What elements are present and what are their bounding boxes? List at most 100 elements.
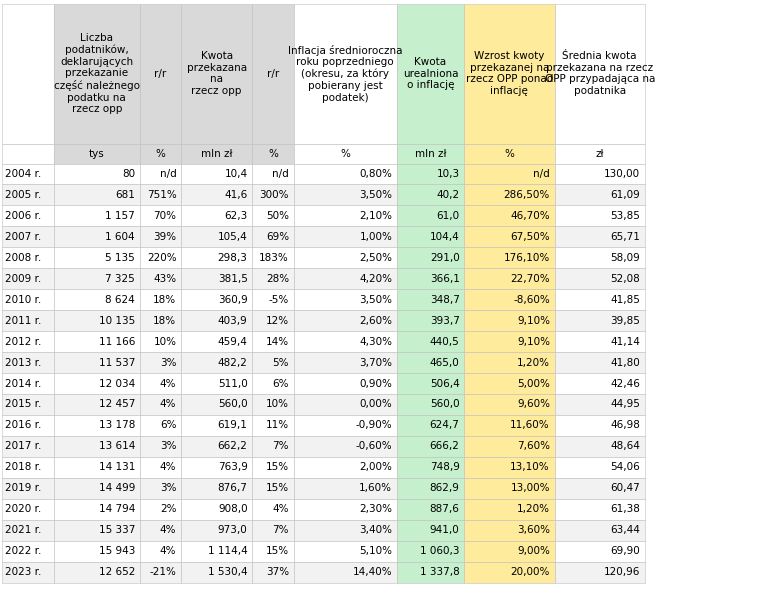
Text: r/r: r/r bbox=[154, 68, 166, 78]
Text: 4%: 4% bbox=[160, 379, 176, 389]
Text: 18%: 18% bbox=[153, 316, 176, 326]
Text: 973,0: 973,0 bbox=[218, 525, 248, 535]
Bar bbox=[54, 519, 139, 541]
Text: 2015 r.: 2015 r. bbox=[5, 399, 42, 409]
Bar bbox=[397, 519, 464, 541]
Text: 666,2: 666,2 bbox=[430, 441, 460, 451]
Bar bbox=[181, 373, 253, 394]
Bar bbox=[139, 310, 181, 331]
Text: 15 337: 15 337 bbox=[99, 525, 135, 535]
Bar bbox=[554, 457, 644, 478]
Bar bbox=[2, 268, 54, 289]
Bar bbox=[293, 184, 397, 206]
Text: %: % bbox=[340, 148, 350, 158]
Text: 2022 r.: 2022 r. bbox=[5, 546, 42, 556]
Bar bbox=[139, 352, 181, 373]
Bar bbox=[464, 352, 554, 373]
Bar bbox=[464, 164, 554, 184]
Text: 1 157: 1 157 bbox=[105, 211, 135, 221]
Bar bbox=[54, 436, 139, 457]
Bar bbox=[54, 457, 139, 478]
Text: 3%: 3% bbox=[160, 358, 176, 368]
Text: 1 604: 1 604 bbox=[105, 232, 135, 242]
Text: 4%: 4% bbox=[160, 462, 176, 472]
Text: mln zł: mln zł bbox=[201, 148, 233, 158]
Text: 1 530,4: 1 530,4 bbox=[208, 567, 248, 577]
Bar bbox=[181, 268, 253, 289]
Bar bbox=[293, 268, 397, 289]
Text: 28%: 28% bbox=[266, 274, 289, 284]
Bar bbox=[293, 541, 397, 561]
Text: 465,0: 465,0 bbox=[430, 358, 460, 368]
Bar bbox=[253, 184, 293, 206]
Text: 3,60%: 3,60% bbox=[517, 525, 550, 535]
Bar bbox=[293, 561, 397, 583]
Bar bbox=[464, 144, 554, 164]
Bar bbox=[253, 436, 293, 457]
Bar bbox=[397, 415, 464, 436]
Text: %: % bbox=[268, 148, 278, 158]
Text: 13 178: 13 178 bbox=[99, 421, 135, 431]
Bar bbox=[253, 310, 293, 331]
Text: 2,30%: 2,30% bbox=[360, 504, 392, 514]
Text: 7 325: 7 325 bbox=[105, 274, 135, 284]
Text: mln zł: mln zł bbox=[415, 148, 447, 158]
Bar bbox=[181, 436, 253, 457]
Text: 14%: 14% bbox=[266, 336, 289, 346]
Bar bbox=[293, 394, 397, 415]
Bar bbox=[139, 436, 181, 457]
Bar bbox=[397, 394, 464, 415]
Text: 3,70%: 3,70% bbox=[360, 358, 392, 368]
Text: 37%: 37% bbox=[266, 567, 289, 577]
Text: 80: 80 bbox=[122, 169, 135, 179]
Text: Liczba
podatników,
deklarujących
przekazanie
część należnego
podatku na
rzecz op: Liczba podatników, deklarujących przekaz… bbox=[54, 33, 140, 114]
Text: 763,9: 763,9 bbox=[218, 462, 248, 472]
Bar bbox=[253, 394, 293, 415]
Bar bbox=[181, 457, 253, 478]
Bar bbox=[54, 310, 139, 331]
Text: 12 034: 12 034 bbox=[99, 379, 135, 389]
Text: 9,10%: 9,10% bbox=[517, 336, 550, 346]
Bar bbox=[139, 331, 181, 352]
Text: 9,10%: 9,10% bbox=[517, 316, 550, 326]
Text: %: % bbox=[156, 148, 166, 158]
Bar bbox=[54, 415, 139, 436]
Text: 482,2: 482,2 bbox=[218, 358, 248, 368]
Bar bbox=[2, 415, 54, 436]
Text: 22,70%: 22,70% bbox=[511, 274, 550, 284]
Bar bbox=[554, 4, 644, 144]
Bar bbox=[181, 394, 253, 415]
Bar bbox=[253, 415, 293, 436]
Text: 58,09: 58,09 bbox=[611, 253, 640, 263]
Bar bbox=[54, 164, 139, 184]
Text: 2008 r.: 2008 r. bbox=[5, 253, 42, 263]
Text: 748,9: 748,9 bbox=[430, 462, 460, 472]
Bar bbox=[253, 561, 293, 583]
Text: 3%: 3% bbox=[160, 441, 176, 451]
Bar bbox=[253, 164, 293, 184]
Text: 2016 r.: 2016 r. bbox=[5, 421, 42, 431]
Text: 15%: 15% bbox=[266, 483, 289, 493]
Text: 4%: 4% bbox=[160, 546, 176, 556]
Text: 41,14: 41,14 bbox=[611, 336, 640, 346]
Text: 104,4: 104,4 bbox=[430, 232, 460, 242]
Text: 0,00%: 0,00% bbox=[360, 399, 392, 409]
Bar bbox=[397, 352, 464, 373]
Text: -0,90%: -0,90% bbox=[356, 421, 392, 431]
Text: 9,00%: 9,00% bbox=[517, 546, 550, 556]
Text: 14 499: 14 499 bbox=[99, 483, 135, 493]
Bar bbox=[464, 331, 554, 352]
Text: 7%: 7% bbox=[273, 441, 289, 451]
Text: 61,38: 61,38 bbox=[611, 504, 640, 514]
Bar bbox=[2, 436, 54, 457]
Text: 130,00: 130,00 bbox=[604, 169, 640, 179]
Bar bbox=[554, 331, 644, 352]
Bar bbox=[181, 4, 253, 144]
Bar bbox=[54, 184, 139, 206]
Text: 10%: 10% bbox=[153, 336, 176, 346]
Text: 4,20%: 4,20% bbox=[360, 274, 392, 284]
Bar bbox=[464, 478, 554, 499]
Bar bbox=[554, 373, 644, 394]
Text: 2023 r.: 2023 r. bbox=[5, 567, 42, 577]
Text: 1,20%: 1,20% bbox=[517, 358, 550, 368]
